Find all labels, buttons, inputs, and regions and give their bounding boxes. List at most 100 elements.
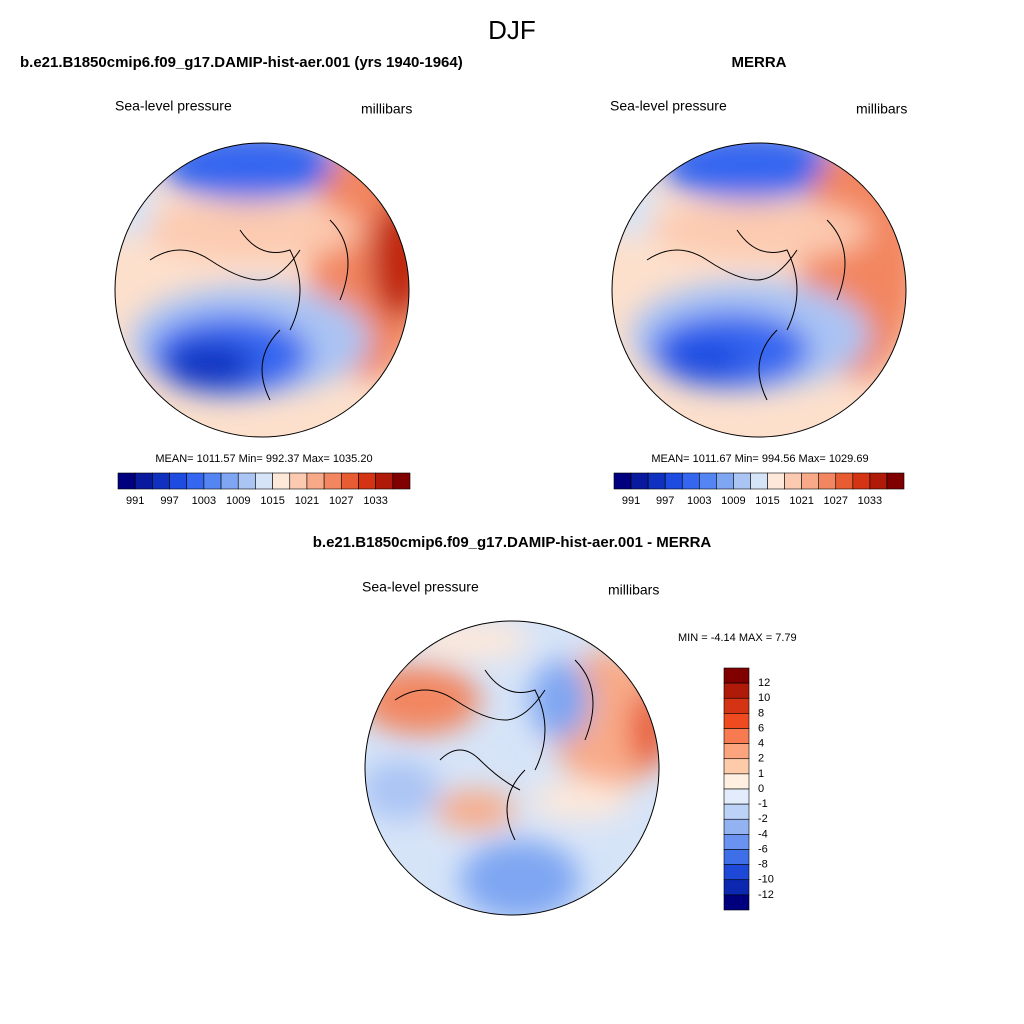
map	[115, 143, 409, 437]
stats: MIN = -4.14 MAX = 7.79	[678, 632, 797, 644]
figure-title: DJF	[488, 15, 536, 45]
colorbar-box	[664, 472, 683, 490]
colorbar-box	[835, 472, 854, 490]
variable-label: Sea-level pressure	[362, 579, 479, 595]
colorbar-label: 991	[126, 495, 144, 507]
colorbar-box	[852, 472, 871, 490]
colorbar-label: 0	[758, 783, 764, 795]
colorbar-box	[733, 472, 751, 490]
colorbar-label: 1021	[789, 495, 813, 507]
colorbar-label: 1015	[260, 495, 284, 507]
colorbar-box	[869, 472, 888, 490]
colorbar-label: -2	[758, 813, 768, 825]
colorbar-label: 1009	[721, 495, 745, 507]
colorbar-label: -8	[758, 859, 768, 871]
stats: MEAN= 1011.67 Min= 994.56 Max= 1029.69	[651, 453, 868, 465]
colorbar-box	[723, 743, 750, 760]
colorbar-box	[289, 472, 308, 490]
colorbar: 991 997 1003 1009 1015 1021 1027 1033	[117, 472, 411, 507]
units-label: millibars	[608, 582, 659, 598]
map	[365, 621, 659, 915]
colorbar-box	[723, 713, 750, 729]
colorbar-box	[723, 682, 750, 699]
colorbar-box	[169, 472, 188, 490]
map-border	[364, 620, 660, 916]
colorbar-label: 1	[758, 768, 764, 780]
colorbar-box	[723, 803, 750, 820]
colorbar-label: 997	[656, 495, 674, 507]
colorbar-box	[723, 758, 750, 775]
colorbar-box	[723, 667, 750, 684]
map-border	[611, 142, 907, 438]
colorbar-label: 12	[758, 677, 770, 689]
colorbar-label: -4	[758, 828, 768, 840]
colorbar-box	[801, 472, 820, 490]
colorbar-label: 1009	[226, 495, 250, 507]
variable-label: Sea-level pressure	[610, 98, 727, 114]
colorbar-box	[723, 894, 750, 911]
colorbar-box	[716, 472, 734, 490]
colorbar-box	[723, 879, 750, 896]
colorbar-box	[723, 788, 750, 805]
colorbar-box	[392, 472, 411, 490]
variable-label: Sea-level pressure	[115, 98, 232, 114]
panel-title: MERRA	[732, 54, 787, 71]
colorbar-label: 991	[622, 495, 640, 507]
colorbar-label: -12	[758, 889, 774, 901]
colorbar-box	[681, 472, 700, 490]
colorbar-label: 4	[758, 738, 764, 750]
colorbar-box	[698, 472, 717, 490]
colorbar-box	[723, 697, 750, 714]
map	[612, 143, 906, 437]
colorbar-box	[340, 472, 359, 490]
map-border	[114, 142, 410, 438]
colorbar-label: 6	[758, 722, 764, 734]
colorbar-box	[886, 472, 905, 490]
colorbar-label: -1	[758, 798, 768, 810]
colorbar-label: 1033	[858, 495, 882, 507]
colorbar-box	[306, 472, 325, 490]
colorbar-box	[117, 472, 136, 490]
colorbar-box	[220, 472, 239, 490]
colorbar-box	[723, 864, 750, 881]
panel-title: b.e21.B1850cmip6.f09_g17.DAMIP-hist-aer.…	[20, 54, 463, 71]
colorbar-label: -10	[758, 874, 774, 886]
colorbar-label: 997	[160, 495, 178, 507]
colorbar-label: 1021	[295, 495, 319, 507]
colorbar-box	[203, 472, 222, 490]
colorbar-box	[784, 472, 802, 490]
colorbar-label: 1033	[363, 495, 387, 507]
colorbar-label: 1003	[687, 495, 711, 507]
colorbar-box	[358, 472, 376, 490]
colorbar-box	[723, 818, 750, 835]
colorbar-label: 1003	[192, 495, 216, 507]
colorbar-label: 10	[758, 692, 770, 704]
colorbar-box	[152, 472, 170, 490]
colorbar-box	[723, 773, 750, 790]
colorbar-box	[613, 472, 632, 490]
colorbar-label: 8	[758, 707, 764, 719]
colorbar-label: 1027	[329, 495, 353, 507]
colorbar-box	[818, 472, 837, 490]
colorbar-box	[237, 472, 256, 490]
colorbar-label: 2	[758, 753, 764, 765]
panel-title: b.e21.B1850cmip6.f09_g17.DAMIP-hist-aer.…	[313, 534, 712, 551]
units-label: millibars	[361, 101, 412, 117]
colorbar-box	[723, 834, 750, 850]
colorbar-label: 1015	[755, 495, 779, 507]
colorbar: 991 997 1003 1009 1015 1021 1027 1033	[613, 472, 905, 507]
colorbar-box	[647, 472, 666, 490]
colorbar-box	[723, 728, 750, 744]
colorbar-box	[272, 472, 291, 490]
colorbar-box	[134, 472, 153, 490]
colorbar-box	[323, 472, 342, 490]
colorbar-box	[186, 472, 205, 490]
units-label: millibars	[856, 101, 907, 117]
colorbar-box	[723, 849, 750, 865]
colorbar-box	[375, 472, 394, 490]
stats: MEAN= 1011.57 Min= 992.37 Max= 1035.20	[155, 453, 372, 465]
colorbar-box	[630, 472, 649, 490]
colorbar-box	[255, 472, 273, 490]
